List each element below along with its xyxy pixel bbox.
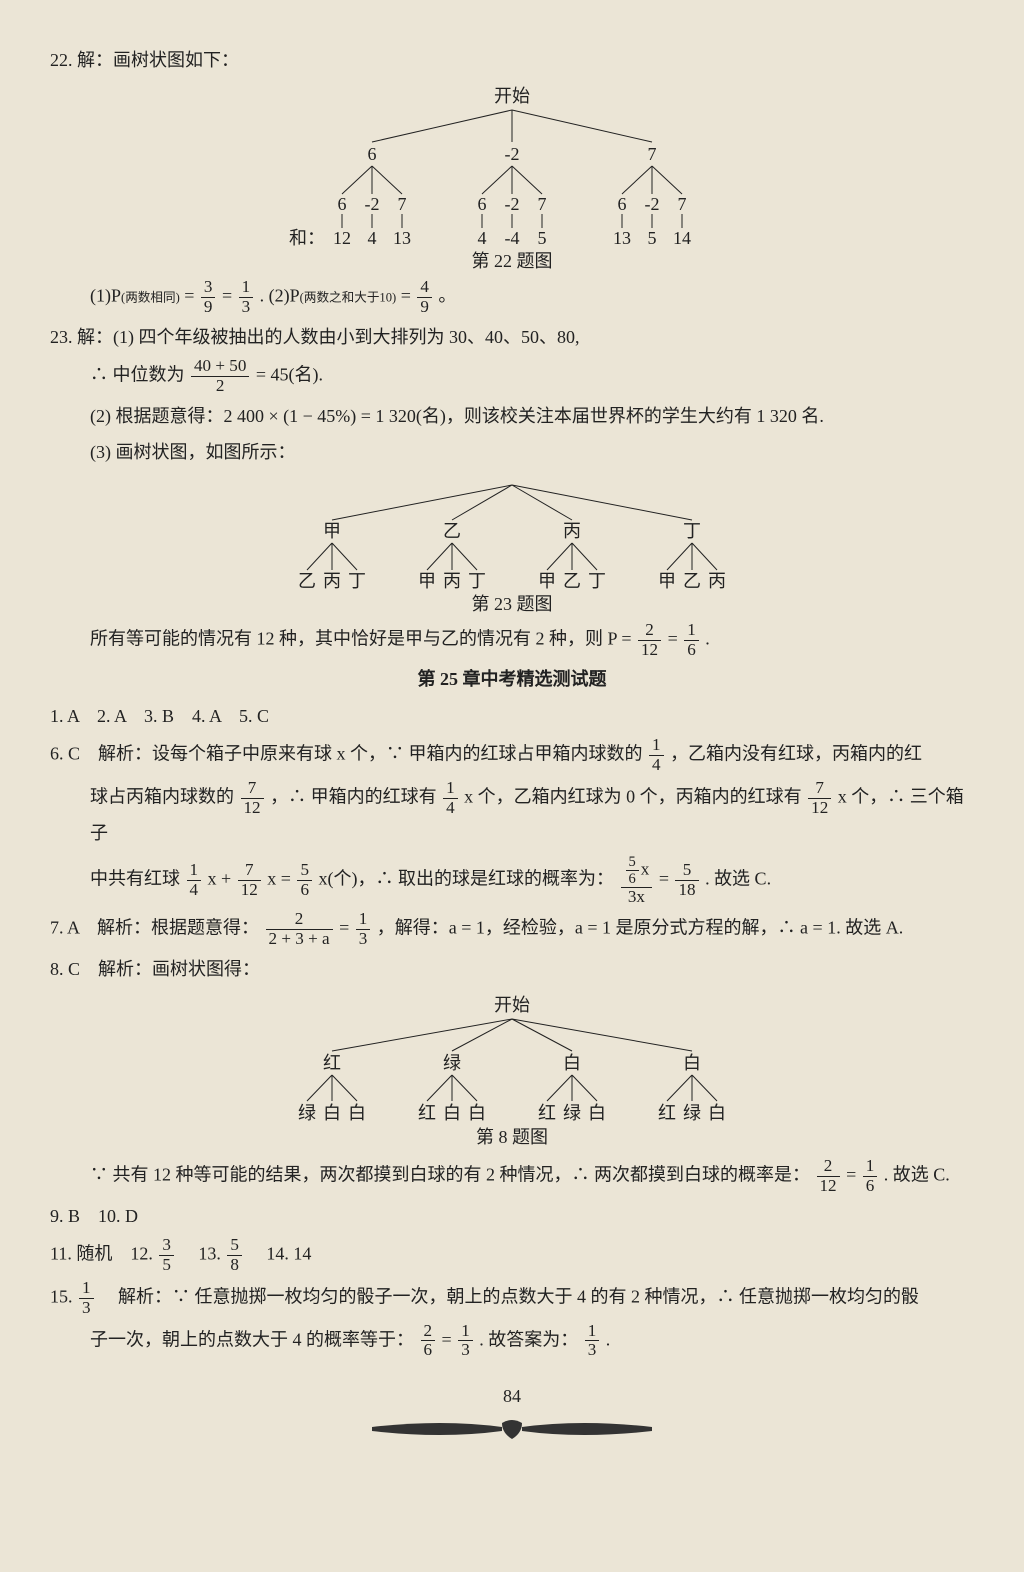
svg-text:6: 6 [618,194,627,214]
svg-text:乙: 乙 [443,521,461,541]
svg-text:红: 红 [418,1103,436,1123]
svg-text:绿: 绿 [298,1103,316,1123]
svg-text:乙: 乙 [298,571,316,591]
svg-text:丁: 丁 [588,571,606,591]
q23-line5: 所有等可能的情况有 12 种，其中恰好是甲与乙的情况有 2 种，则 P = 21… [50,621,974,660]
svg-text:绿: 绿 [563,1103,581,1123]
svg-text:6: 6 [368,144,377,164]
svg-text:丁: 丁 [468,571,486,591]
svg-text:12: 12 [333,228,351,248]
svg-text:白: 白 [708,1103,726,1123]
tree-root: 开始 [494,86,530,106]
svg-text:白: 白 [443,1103,461,1123]
q23-tree: 甲 乙 丙 丁 乙 丙 丁 甲 丙 丁 甲 乙 丁 甲 乙 丙 第 23 题图 [232,475,792,615]
chapter-title: 第 25 章中考精选测试题 [50,663,974,695]
q23-line1: 23. 解：(1) 四个年级被抽出的人数由小到大排列为 30、40、50、80, [50,321,974,353]
svg-text:6: 6 [478,194,487,214]
svg-text:丙: 丙 [443,571,461,591]
svg-text:7: 7 [678,194,687,214]
svg-text:4: 4 [478,228,487,248]
q8-caption: 第 8 题图 [476,1127,548,1147]
svg-text:白: 白 [348,1103,366,1123]
svg-text:丙: 丙 [708,571,726,591]
svg-text:-2: -2 [645,194,660,214]
svg-text:白: 白 [323,1103,341,1123]
svg-text:5: 5 [648,228,657,248]
svg-text:14: 14 [673,228,691,248]
answers-11-14: 11. 随机 12. 35 13. 58 14. 14 [50,1236,974,1275]
svg-text:红: 红 [323,1053,341,1073]
svg-text:甲: 甲 [538,571,556,591]
svg-text:6: 6 [338,194,347,214]
answers-1-5: 1. A 2. A 3. B 4. A 5. C [50,700,974,732]
svg-text:7: 7 [538,194,547,214]
svg-text:红: 红 [658,1103,676,1123]
page-number: 84 [503,1380,521,1412]
q23-line4: (3) 画树状图，如图所示： [50,436,974,468]
svg-text:丁: 丁 [683,521,701,541]
svg-text:-2: -2 [505,144,520,164]
svg-text:乙: 乙 [563,571,581,591]
q6-line2: 球占丙箱内球数的 712 ，∴ 甲箱内的红球有 14 x 个，乙箱内红球为 0 … [50,779,974,850]
svg-text:甲: 甲 [658,571,676,591]
svg-text:丁: 丁 [348,571,366,591]
svg-text:丙: 丙 [563,521,581,541]
q23-caption: 第 23 题图 [472,594,553,614]
q15-line1: 15. 13 解析：∵ 任意抛掷一枚均匀的骰子一次，朝上的点数大于 4 的有 2… [50,1279,974,1318]
q8-label: 8. C 解析：画树状图得： [50,953,974,985]
q23-line3: (2) 根据题意得：2 400 × (1 − 45%) = 1 320(名)，则… [50,400,974,432]
svg-text:白: 白 [588,1103,606,1123]
svg-text:白: 白 [683,1053,701,1073]
svg-text:7: 7 [648,144,657,164]
q6-line1: 6. C 解析：设每个箱子中原来有球 x 个，∵ 甲箱内的红球占甲箱内球数的 1… [50,736,974,775]
svg-text:甲: 甲 [323,521,341,541]
svg-text:5: 5 [538,228,547,248]
svg-text:-2: -2 [365,194,380,214]
q22-prob: (1)P(两数相同) = 39 = 13 . (2)P(两数之和大于10) = … [50,278,974,317]
svg-text:乙: 乙 [683,571,701,591]
svg-text:-2: -2 [505,194,520,214]
q22-caption: 第 22 题图 [472,251,553,271]
q8-line2: ∵ 共有 12 种等可能的结果，两次都摸到白球的有 2 种情况，∴ 两次都摸到白… [50,1157,974,1196]
svg-text:和：: 和： [289,228,325,248]
svg-text:绿: 绿 [683,1103,701,1123]
svg-text:红: 红 [538,1103,556,1123]
svg-text:白: 白 [468,1103,486,1123]
q22-label: 22. 解：画树状图如下： [50,44,974,76]
q8-tree: 开始 红 绿 白 白 绿 白 白 红 白 白 红 绿 白 红 绿 白 第 8 题… [232,991,792,1151]
page-footer: 84 [50,1380,974,1442]
svg-text:-4: -4 [505,228,520,248]
answers-9-10: 9. B 10. D [50,1200,974,1232]
svg-text:甲: 甲 [418,571,436,591]
q15-line2: 子一次，朝上的点数大于 4 的概率等于： 26 = 13 . 故答案为： 13 … [50,1322,974,1361]
svg-text:白: 白 [563,1053,581,1073]
svg-text:7: 7 [398,194,407,214]
svg-text:丙: 丙 [323,571,341,591]
q23-line2: ∴ 中位数为 40 + 502 = 45(名). [50,357,974,396]
svg-text:绿: 绿 [443,1053,461,1073]
q7: 7. A 解析：根据题意得： 22 + 3 + a = 13 ，解得：a = 1… [50,910,974,949]
svg-text:开始: 开始 [494,995,530,1015]
svg-text:13: 13 [613,228,631,248]
q6-line3: 中共有红球 14 x + 712 x = 56 x(个)，∴ 取出的球是红球的概… [50,854,974,907]
svg-text:13: 13 [393,228,411,248]
svg-text:4: 4 [368,228,377,248]
q22-tree: 开始 6 -2 7 6 -2 7 6 -2 7 6 -2 7 和： 12 4 1… [252,82,772,272]
ornament-icon [362,1419,662,1443]
